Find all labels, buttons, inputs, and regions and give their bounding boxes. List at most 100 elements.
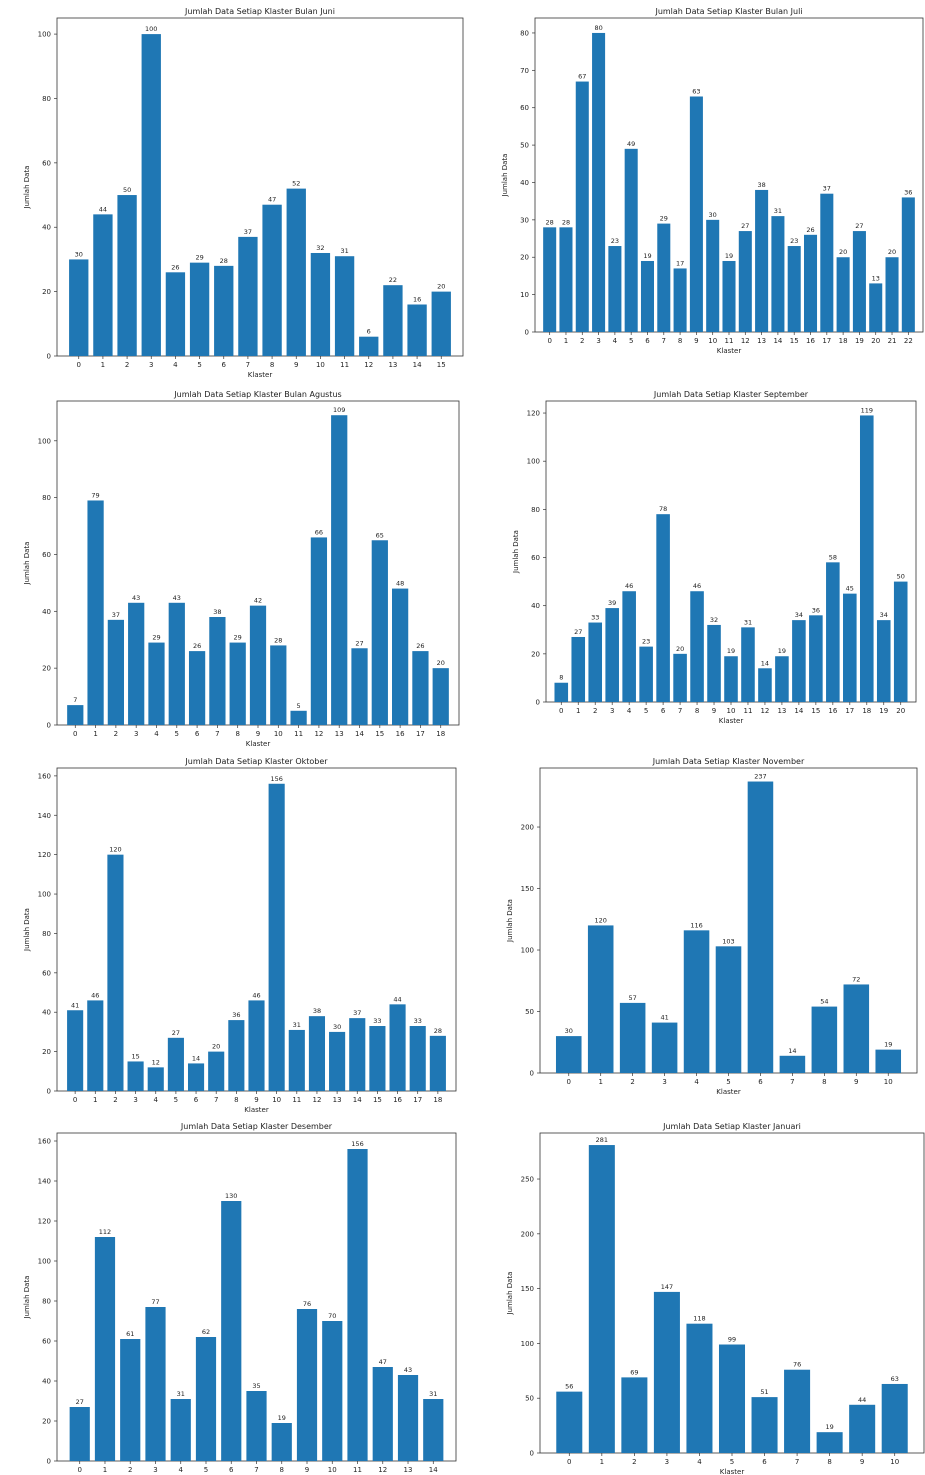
bar-value-label: 19 (778, 647, 786, 655)
chart-title: Jumlah Data Setiap Klaster Bulan Juli (654, 7, 802, 16)
bar (429, 1035, 446, 1091)
x-tick-label: 9 (712, 707, 716, 715)
x-axis-label: Klaster (719, 717, 744, 725)
x-tick-label: 15 (811, 707, 820, 715)
bar (296, 1309, 318, 1461)
bar-value-label: 156 (351, 1140, 363, 1148)
bar (859, 415, 874, 702)
x-tick-label: 5 (174, 1096, 178, 1104)
bar-value-label: 76 (793, 1361, 801, 1369)
bar (588, 1145, 615, 1453)
bar-value-label: 38 (757, 181, 765, 189)
x-tick-label: 0 (559, 707, 563, 715)
bar (758, 668, 772, 702)
bar (588, 622, 603, 702)
x-tick-label: 5 (644, 707, 648, 715)
bar-value-label: 49 (627, 140, 635, 148)
x-tick-label: 7 (246, 361, 250, 369)
bar (843, 984, 870, 1073)
y-tick-label: 100 (521, 1340, 534, 1348)
x-tick-label: 7 (678, 707, 682, 715)
y-tick-label: 20 (42, 665, 51, 673)
y-tick-label: 50 (525, 1395, 534, 1403)
x-tick-label: 11 (292, 1096, 301, 1104)
x-tick-label: 1 (101, 361, 105, 369)
x-tick-label: 11 (340, 361, 349, 369)
y-tick-label: 0 (47, 1458, 51, 1466)
x-tick-label: 16 (393, 1096, 402, 1104)
bar (127, 1061, 144, 1091)
bar-value-label: 29 (660, 215, 668, 223)
bar (271, 1423, 292, 1461)
bar (803, 234, 818, 332)
bar-value-label: 29 (195, 254, 203, 262)
y-tick-label: 120 (527, 410, 540, 418)
x-tick-label: 6 (758, 1078, 763, 1086)
x-tick-label: 10 (884, 1078, 893, 1086)
bar-value-label: 52 (292, 180, 300, 188)
bar-value-label: 43 (132, 594, 140, 602)
bar (559, 227, 573, 332)
bar (683, 930, 710, 1073)
x-tick-label: 2 (580, 337, 584, 345)
bar-chart-4: Jumlah Data Setiap Klaster Oktober020406… (23, 757, 457, 1114)
bar (290, 710, 307, 725)
x-axis-label: Klaster (717, 347, 742, 355)
bar-value-label: 43 (404, 1366, 412, 1374)
bar (392, 588, 409, 725)
bar (188, 651, 206, 725)
bar (87, 500, 104, 725)
bar-value-label: 41 (660, 1014, 668, 1022)
bar (409, 1026, 426, 1091)
bar-value-label: 116 (690, 921, 702, 929)
y-tick-label: 60 (42, 159, 51, 167)
bar-value-label: 76 (303, 1300, 311, 1308)
x-tick-label: 8 (678, 337, 682, 345)
bar-value-label: 23 (642, 638, 650, 646)
x-tick-label: 7 (795, 1458, 799, 1466)
y-tick-label: 140 (38, 1178, 51, 1186)
x-tick-label: 7 (254, 1466, 258, 1474)
bar-value-label: 12 (152, 1058, 160, 1066)
bar-value-label: 62 (202, 1328, 210, 1336)
x-tick-label: 17 (416, 730, 425, 738)
bar (69, 1407, 90, 1461)
bar (875, 1049, 902, 1073)
bar (331, 415, 348, 725)
bar (147, 1067, 164, 1091)
x-tick-label: 18 (436, 730, 445, 738)
bar-value-label: 27 (172, 1029, 180, 1037)
bar-value-label: 14 (788, 1047, 796, 1055)
bar (141, 34, 161, 356)
bar-value-label: 38 (313, 1007, 321, 1015)
x-tick-label: 1 (93, 1096, 97, 1104)
bar-value-label: 31 (177, 1390, 185, 1398)
y-tick-label: 80 (42, 1298, 51, 1306)
bar-value-label: 70 (328, 1312, 336, 1320)
bar (792, 620, 806, 702)
bar-value-label: 26 (416, 642, 424, 650)
bar-value-label: 5 (297, 702, 301, 710)
bar-value-label: 44 (858, 1396, 866, 1404)
bar-value-label: 26 (806, 226, 814, 234)
x-tick-label: 12 (741, 337, 750, 345)
x-tick-label: 16 (806, 337, 815, 345)
x-tick-label: 14 (355, 730, 364, 738)
bar (706, 219, 720, 332)
bar (432, 668, 449, 725)
bar-value-label: 43 (173, 594, 181, 602)
x-tick-label: 1 (93, 730, 97, 738)
x-tick-label: 0 (567, 1458, 571, 1466)
bar (738, 231, 752, 332)
y-tick-label: 60 (42, 1338, 51, 1346)
bar-chart-1: Jumlah Data Setiap Klaster Bulan Juli010… (501, 7, 924, 355)
bar (249, 605, 267, 725)
y-tick-label: 150 (521, 1285, 534, 1293)
bar (189, 262, 210, 356)
x-tick-label: 3 (596, 337, 600, 345)
y-tick-label: 120 (38, 851, 51, 859)
x-tick-label: 15 (373, 1096, 382, 1104)
x-tick-label: 3 (665, 1458, 669, 1466)
bar (587, 925, 614, 1073)
bar (349, 1018, 366, 1091)
